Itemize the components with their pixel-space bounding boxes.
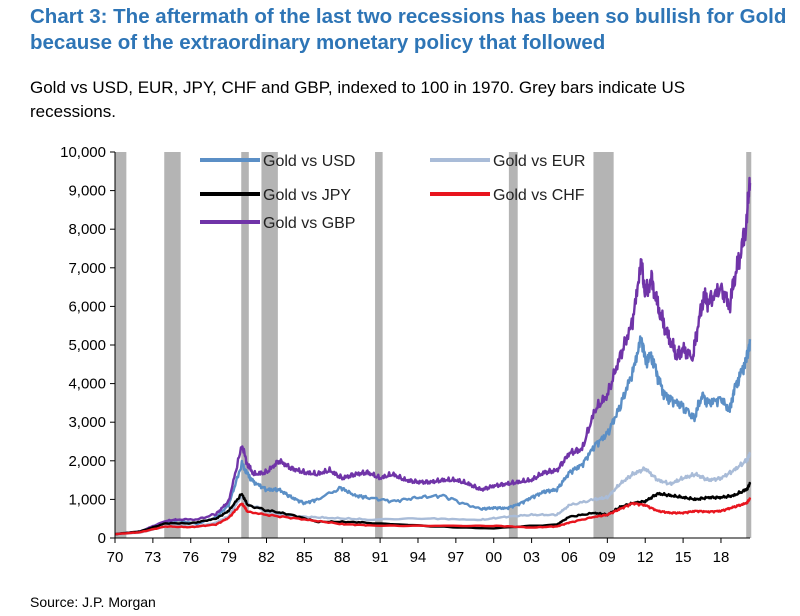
y-tick-label: 10,000 xyxy=(60,144,106,161)
y-tick-label: 7,000 xyxy=(68,260,106,277)
series-line-gold-vs-usd xyxy=(115,335,752,536)
y-tick-label: 4,000 xyxy=(68,376,106,393)
y-tick-label: 9,000 xyxy=(68,183,106,200)
y-tick-label: 3,000 xyxy=(68,414,106,431)
legend-label-gold-vs-eur: Gold vs EUR xyxy=(493,153,585,170)
legend-label-gold-vs-jpy: Gold vs JPY xyxy=(263,187,351,204)
series-lines xyxy=(114,176,752,536)
series-line-gold-vs-gbp xyxy=(114,176,752,536)
y-tick-label: 8,000 xyxy=(68,221,106,238)
x-tick-label: 88 xyxy=(334,549,351,566)
x-tick-label: 03 xyxy=(523,549,540,566)
x-tick-label: 76 xyxy=(182,549,199,566)
x-tick-label: 82 xyxy=(258,549,275,566)
y-tick-label: 0 xyxy=(98,530,106,547)
x-tick-label: 70 xyxy=(107,549,124,566)
recession-bar-1 xyxy=(164,152,181,538)
y-tick-label: 2,000 xyxy=(68,453,106,470)
legend-label-gold-vs-chf: Gold vs CHF xyxy=(493,187,585,204)
x-tick-label: 00 xyxy=(485,549,502,566)
x-tick-label: 09 xyxy=(599,549,616,566)
recession-bar-5 xyxy=(508,152,518,538)
legend-label-gold-vs-gbp: Gold vs GBP xyxy=(263,215,355,232)
y-tick-label: 1,000 xyxy=(68,491,106,508)
x-tick-label: 06 xyxy=(561,549,578,566)
legend-label-gold-vs-usd: Gold vs USD xyxy=(263,153,355,170)
recession-bar-4 xyxy=(375,152,383,538)
x-tick-label: 94 xyxy=(410,549,427,566)
x-tick-label: 91 xyxy=(372,549,389,566)
y-tick-label: 5,000 xyxy=(68,337,106,354)
source-note: Source: J.P. Morgan xyxy=(30,594,156,610)
x-tick-label: 18 xyxy=(713,549,730,566)
y-tick-label: 6,000 xyxy=(68,298,106,315)
x-tick-label: 85 xyxy=(296,549,313,566)
x-tick-label: 79 xyxy=(220,549,237,566)
x-tick-label: 15 xyxy=(675,549,692,566)
x-tick-label: 73 xyxy=(145,549,162,566)
recession-bar-6 xyxy=(593,152,614,538)
recession-bar-0 xyxy=(115,152,127,538)
series-line-gold-vs-chf xyxy=(114,497,752,536)
recession-bar-2 xyxy=(241,152,249,538)
series-line-gold-vs-eur xyxy=(114,451,751,536)
chart-subtitle: Gold vs USD, EUR, JPY, CHF and GBP, inde… xyxy=(30,78,686,121)
legend: Gold vs USD Gold vs EUR Gold vs JPY Gold vs… xyxy=(200,153,585,232)
axes: 0 1,000 2,000 3,000 4,000 5,000 6,000 7,000 8,00… xyxy=(60,144,750,566)
series-line-gold-vs-jpy xyxy=(114,481,752,536)
x-tick-label: 97 xyxy=(448,549,465,566)
chart-title: Chart 3: The aftermath of the last two r… xyxy=(30,5,787,54)
x-tick-label: 12 xyxy=(637,549,654,566)
recession-bar-3 xyxy=(261,152,278,538)
